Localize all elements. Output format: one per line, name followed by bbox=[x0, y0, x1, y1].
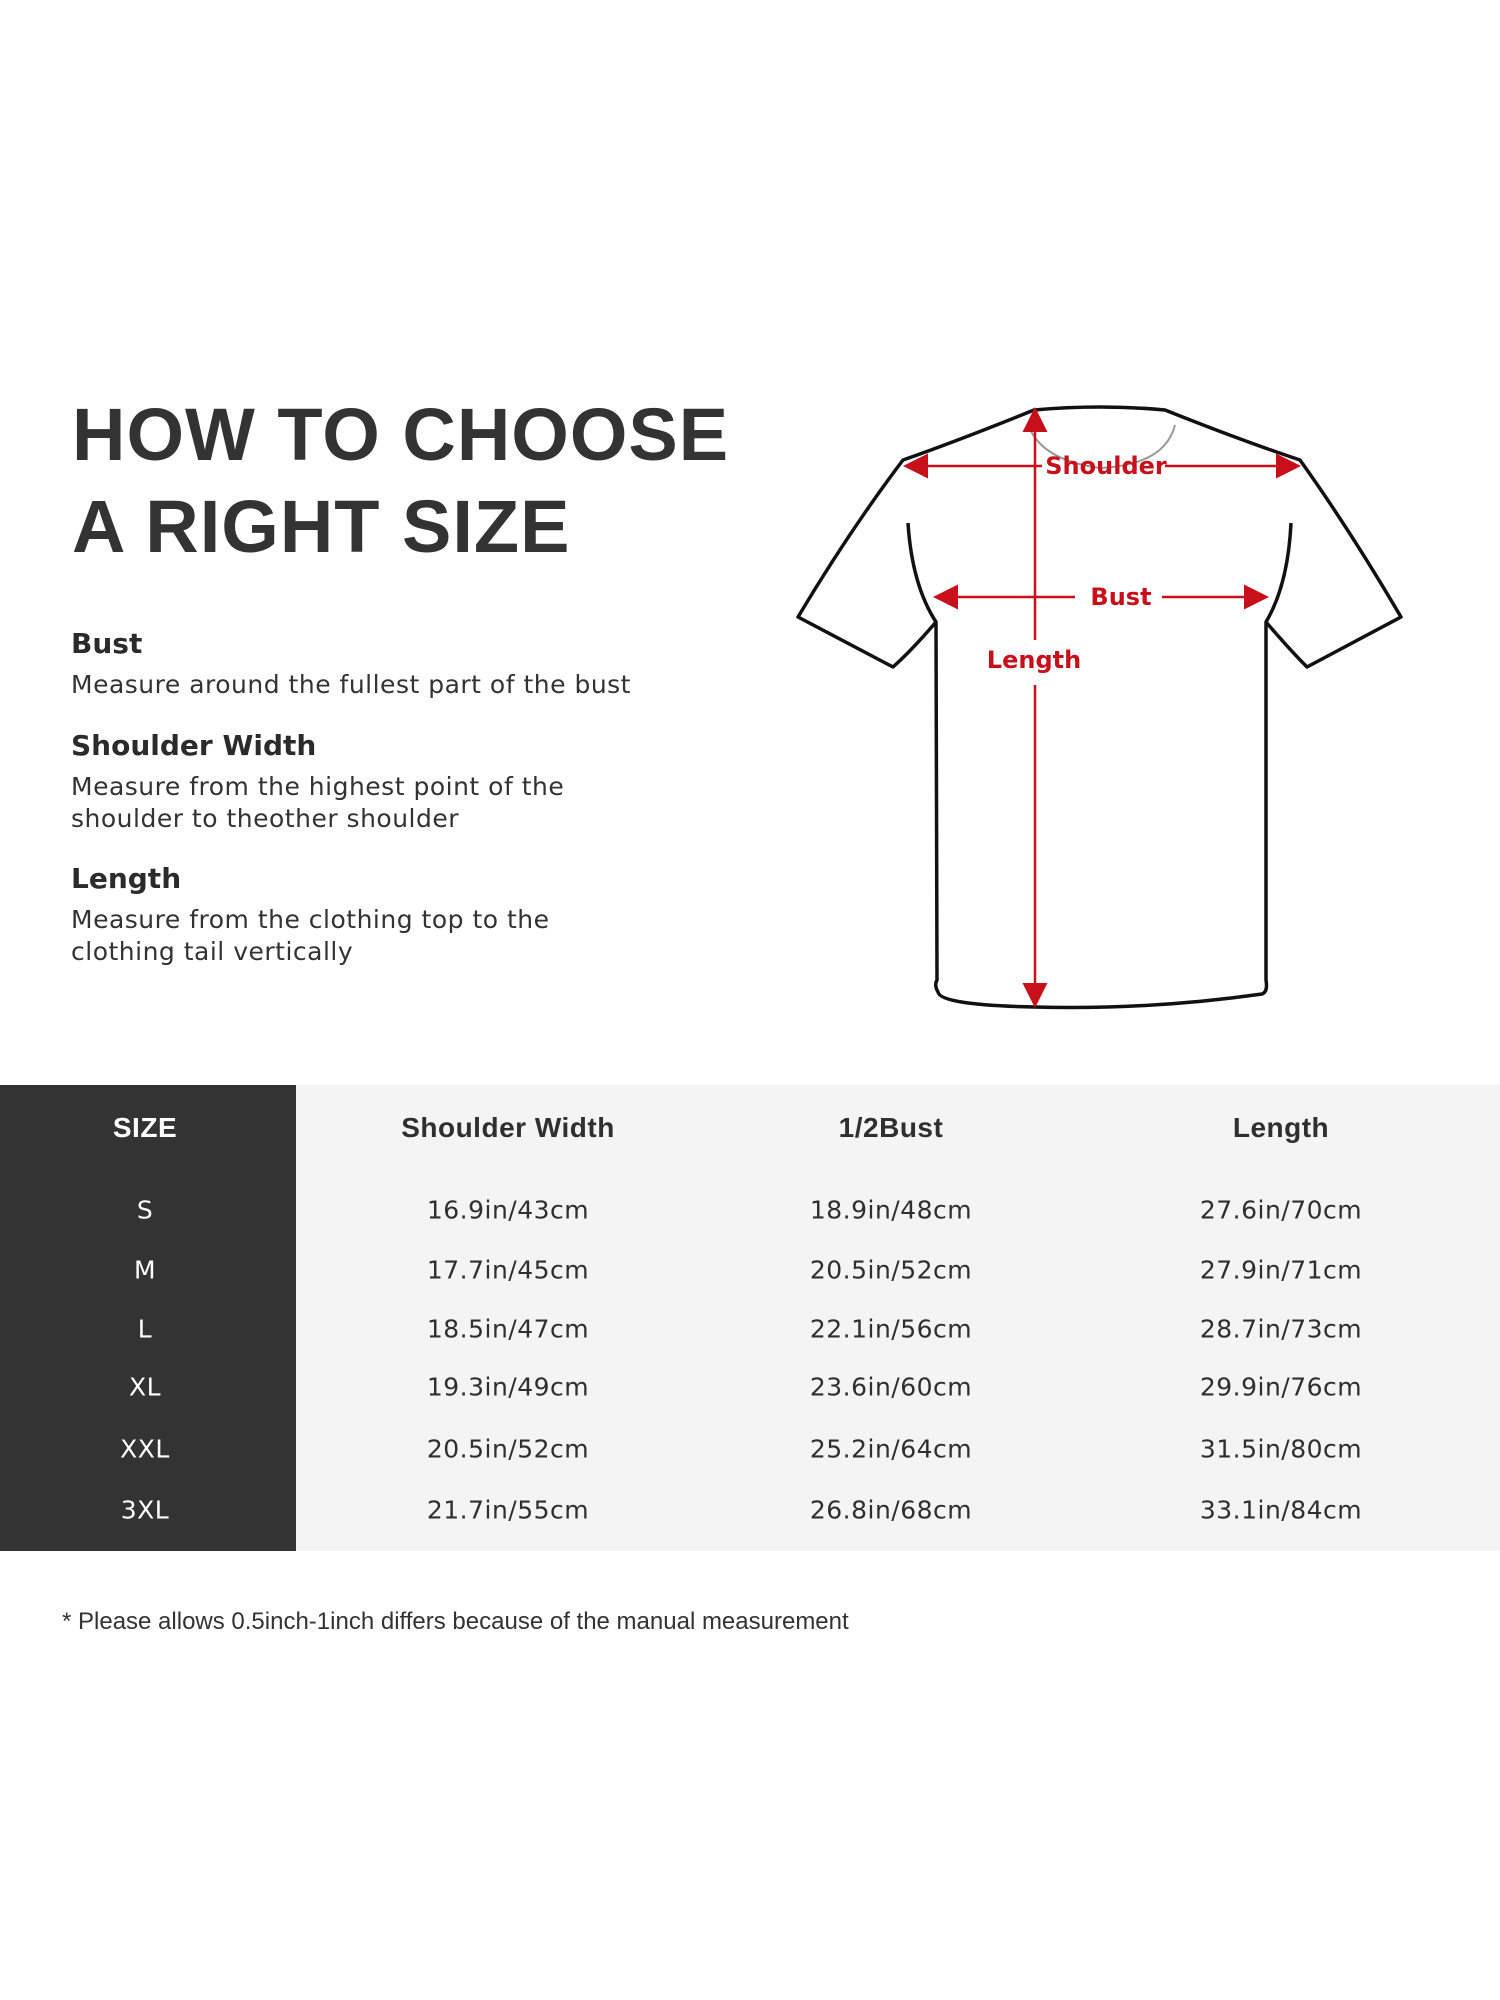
cell-shoulder-width: 16.9in/43cm bbox=[426, 1195, 590, 1225]
cell-half-bust: 20.5in/52cm bbox=[809, 1255, 973, 1285]
cell-shoulder-width: 21.7in/55cm bbox=[426, 1495, 590, 1525]
cell-shoulder-width: 17.7in/45cm bbox=[426, 1255, 590, 1285]
cell-length: 31.5in/80cm bbox=[1199, 1434, 1363, 1464]
guide-shoulder-title: Shoulder Width bbox=[71, 729, 317, 762]
cell-size: M bbox=[133, 1255, 157, 1285]
cell-length: 27.9in/71cm bbox=[1199, 1255, 1363, 1285]
cell-size: XL bbox=[128, 1372, 162, 1402]
guide-shoulder-desc-2: shoulder to theother shoulder bbox=[71, 804, 460, 833]
header-size: SIZE bbox=[112, 1112, 178, 1143]
guide-length-desc-2: clothing tail vertically bbox=[71, 937, 354, 966]
header-half-bust: 1/2Bust bbox=[838, 1112, 944, 1143]
cell-length: 29.9in/76cm bbox=[1199, 1372, 1363, 1402]
cell-half-bust: 23.6in/60cm bbox=[809, 1372, 973, 1402]
guide-bust-desc: Measure around the fullest part of the b… bbox=[71, 670, 631, 699]
cell-half-bust: 25.2in/64cm bbox=[809, 1434, 973, 1464]
tshirt-outline-icon bbox=[796, 405, 1403, 1010]
cell-half-bust: 18.9in/48cm bbox=[809, 1195, 973, 1225]
cell-size: XXL bbox=[120, 1434, 170, 1464]
measurement-note: * Please allows 0.5inch-1inch differs be… bbox=[62, 1608, 849, 1635]
cell-size: 3XL bbox=[120, 1495, 170, 1525]
cell-length: 28.7in/73cm bbox=[1199, 1314, 1363, 1344]
guide-length-title: Length bbox=[71, 862, 182, 895]
header-shoulder-width: Shoulder Width bbox=[401, 1112, 615, 1143]
shoulder-label: Shoulder bbox=[1045, 452, 1167, 480]
cell-size: S bbox=[136, 1195, 154, 1225]
size-column bbox=[0, 1085, 296, 1551]
cell-half-bust: 26.8in/68cm bbox=[809, 1495, 973, 1525]
bust-label: Bust bbox=[1090, 583, 1151, 611]
cell-shoulder-width: 20.5in/52cm bbox=[426, 1434, 590, 1464]
tshirt-diagram: Shoulder Bust Length bbox=[796, 405, 1403, 1010]
cell-length: 33.1in/84cm bbox=[1199, 1495, 1363, 1525]
header-length: Length bbox=[1232, 1112, 1330, 1143]
cell-shoulder-width: 19.3in/49cm bbox=[426, 1372, 590, 1402]
guide-bust-title: Bust bbox=[71, 627, 143, 660]
guide-length-desc-1: Measure from the clothing top to the bbox=[71, 905, 550, 934]
title-line-2: A RIGHT SIZE bbox=[72, 485, 571, 568]
size-table: SIZE Shoulder Width 1/2Bust Length S 16.9in/4… bbox=[0, 1085, 1500, 1551]
length-label: Length bbox=[987, 646, 1081, 674]
cell-half-bust: 22.1in/56cm bbox=[809, 1314, 973, 1344]
title-line-1: HOW TO CHOOSE bbox=[72, 393, 730, 476]
cell-shoulder-width: 18.5in/47cm bbox=[426, 1314, 590, 1344]
cell-size: L bbox=[137, 1314, 153, 1344]
guide-shoulder-desc-1: Measure from the highest point of the bbox=[71, 772, 565, 801]
cell-length: 27.6in/70cm bbox=[1199, 1195, 1363, 1225]
